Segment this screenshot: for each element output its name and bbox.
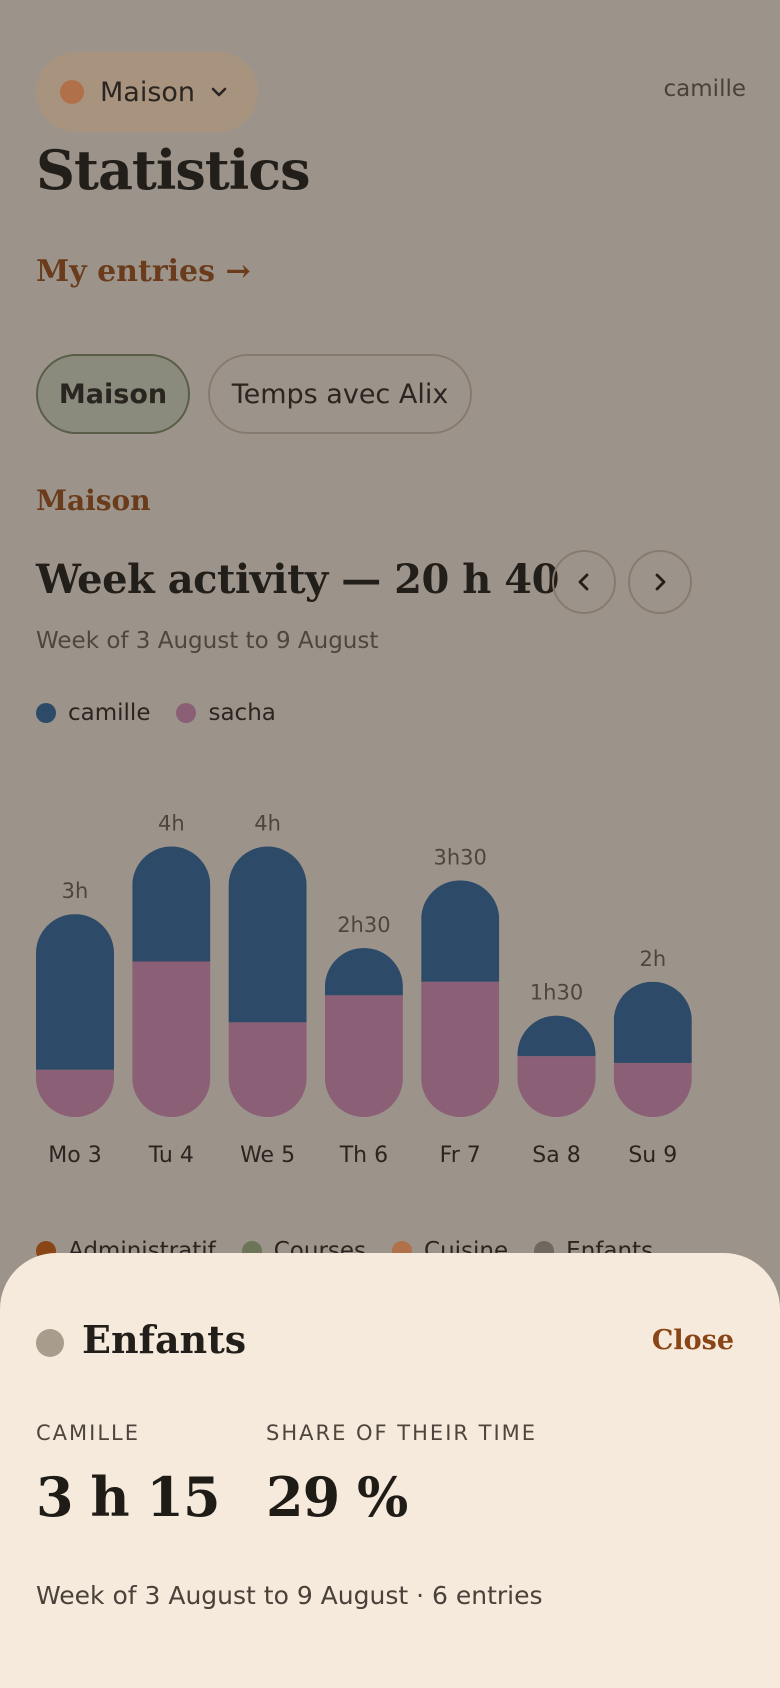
bar-segment-camille — [132, 846, 211, 962]
legend-swatch-sacha — [176, 703, 197, 723]
week-activity-title: Week activity — 20 h 40 — [36, 556, 559, 603]
bar-we-5[interactable] — [228, 846, 307, 1117]
bar-segment-sacha — [228, 1022, 307, 1117]
space-switcher-label: Maison — [100, 76, 196, 108]
legend-label-sacha: sacha — [208, 700, 276, 726]
category-detail-sheet: Enfants Close CAMILLE 3 h 15 SHARE OF TH… — [0, 1253, 780, 1688]
legend-swatch-camille — [36, 703, 56, 723]
previous-week-button[interactable] — [552, 550, 616, 614]
chevron-left-icon — [578, 573, 589, 591]
x-tick-label: Th 6 — [339, 1143, 388, 1168]
bar-segment-camille — [613, 981, 692, 1063]
week-activity-chart: 3h Mo 3 4h Tu 4 4h We 5 2h30 Th 6 3h30 Fr 7 1h30 Sa… — [36, 812, 692, 1168]
chevron-down-icon — [211, 87, 227, 97]
legend-item-camille: camille — [36, 700, 150, 726]
bar-total-label: 1h30 — [530, 981, 583, 1005]
bar-tu-4[interactable] — [132, 846, 211, 1117]
bar-total-label: 2h — [639, 947, 666, 971]
bar-total-label: 3h — [62, 879, 89, 903]
user-name[interactable]: camille — [663, 76, 746, 102]
bar-segment-sacha — [517, 1056, 596, 1117]
filter-pill-maison[interactable]: Maison — [36, 354, 190, 434]
close-button[interactable]: Close — [651, 1325, 734, 1356]
x-tick-label: Mo 3 — [48, 1143, 101, 1168]
bar-segment-camille — [421, 880, 500, 982]
bar-segment-sacha — [324, 995, 403, 1117]
week-range-subtitle: Week of 3 August to 9 August — [36, 628, 379, 654]
sheet-footer: Week of 3 August to 9 August · 6 entries — [36, 1581, 543, 1610]
stat-user-value: 3 h 15 — [36, 1465, 221, 1529]
x-tick-label: Su 9 — [628, 1143, 677, 1168]
bar-fr-7[interactable] — [421, 880, 500, 1117]
bar-su-9[interactable] — [613, 981, 692, 1117]
x-tick-label: We 5 — [240, 1143, 295, 1168]
bar-segment-sacha — [613, 1062, 692, 1117]
bar-total-label: 3h30 — [433, 845, 486, 869]
bar-th-6[interactable] — [324, 947, 403, 1117]
legend-label-camille: camille — [68, 700, 151, 726]
x-tick-label: Tu 4 — [148, 1143, 194, 1168]
sheet-title: Enfants — [82, 1317, 247, 1362]
bar-total-label: 2h30 — [337, 913, 390, 937]
bar-total-label: 4h — [254, 812, 281, 836]
space-switcher[interactable]: Maison — [36, 52, 258, 132]
x-tick-label: Fr 7 — [440, 1143, 481, 1168]
bar-mo-3[interactable] — [36, 914, 114, 1117]
chevron-right-icon — [655, 573, 666, 591]
bar-segment-sacha — [132, 961, 211, 1117]
section-label: Maison — [36, 484, 151, 517]
bar-segment-camille — [324, 947, 403, 996]
bar-segment-camille — [228, 846, 307, 1023]
bar-segment-sacha — [421, 981, 500, 1117]
x-tick-label: Sa 8 — [532, 1143, 580, 1168]
legend-item-sacha: sacha — [176, 700, 276, 726]
bar-segment-camille — [36, 914, 114, 1070]
stat-share-label: SHARE OF THEIR TIME — [266, 1421, 538, 1445]
chart-legend: camille sacha — [36, 700, 302, 726]
bar-total-label: 4h — [158, 812, 185, 836]
category-color-dot — [36, 1329, 64, 1357]
filter-pill-temps-avec-alix[interactable]: Temps avec Alix — [208, 354, 472, 434]
stat-share-value: 29 % — [266, 1465, 408, 1529]
page-title: Statistics — [36, 138, 311, 202]
stat-user-label: CAMILLE — [36, 1421, 141, 1445]
bar-sa-8[interactable] — [517, 1015, 596, 1117]
bar-segment-camille — [517, 1015, 596, 1057]
my-entries-link[interactable]: My entries → — [36, 254, 251, 289]
bar-segment-sacha — [36, 1069, 114, 1117]
next-week-button[interactable] — [628, 550, 692, 614]
space-color-dot — [60, 80, 84, 104]
